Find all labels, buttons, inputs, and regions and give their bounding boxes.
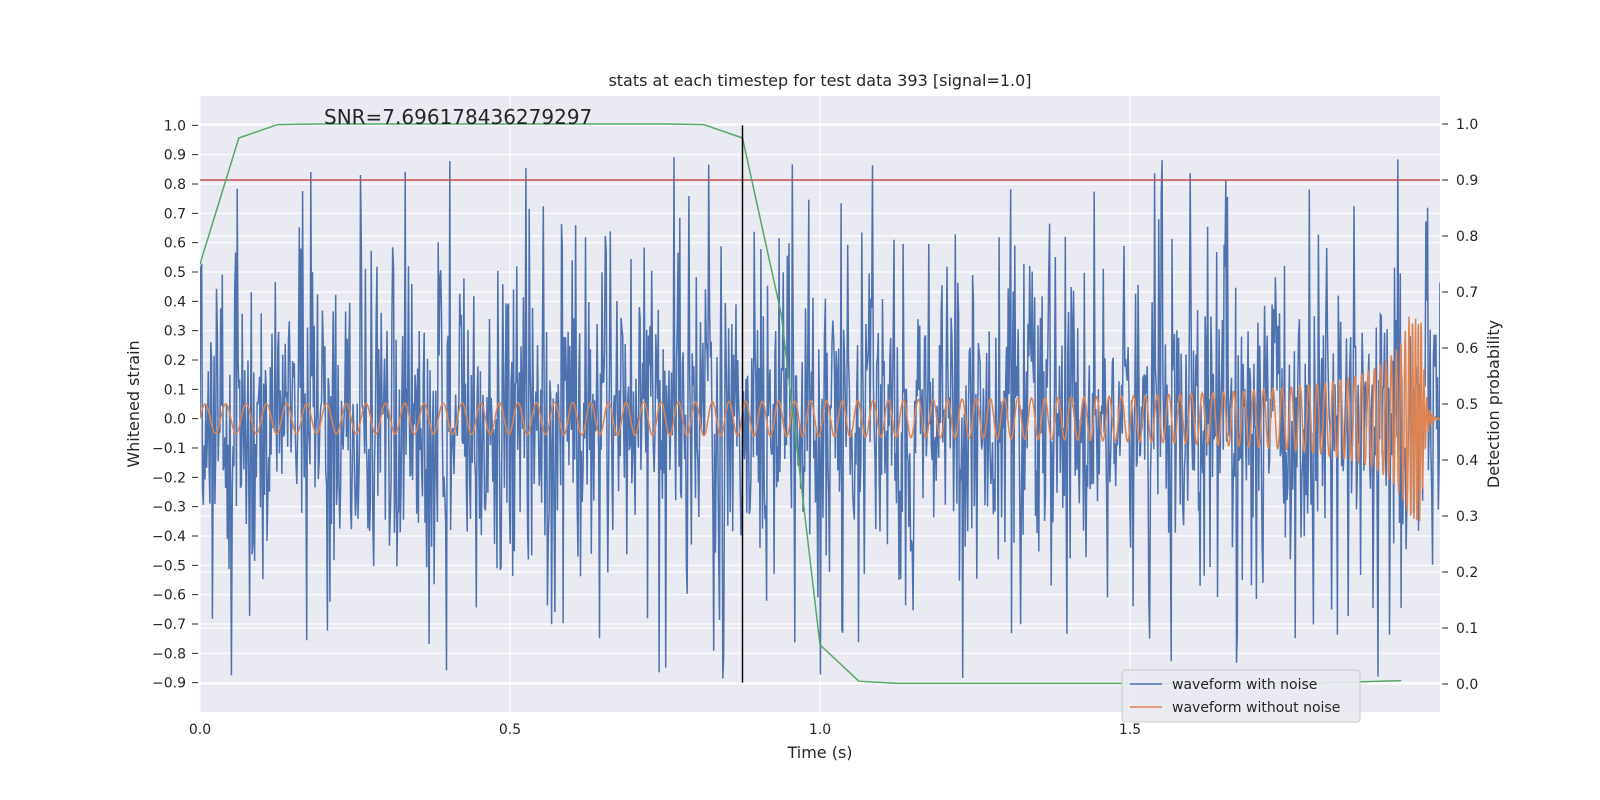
snr-annotation: SNR=7.696178436279297: [324, 105, 592, 129]
legend: waveform with noise waveform without noi…: [1121, 669, 1361, 723]
y-axis-label: Whitened strain: [124, 340, 143, 467]
chart-title: stats at each timestep for test data 393…: [608, 71, 1031, 90]
x-axis-ticks: 0.0 0.5 1.0 1.5: [189, 722, 1141, 738]
x-tick-label: 1.5: [1119, 722, 1141, 738]
y-tick-label: 0.4: [164, 294, 186, 310]
y-tick-label: 0.2: [164, 353, 186, 369]
x-tick-label: 0.5: [499, 722, 521, 738]
y2-tick-label: 0.0: [1456, 677, 1478, 693]
legend-label-noise: waveform with noise: [1172, 677, 1317, 693]
x-axis-label: Time (s): [786, 743, 852, 762]
y2-tick-label: 0.6: [1456, 341, 1478, 357]
x-tick-label: 1.0: [809, 722, 831, 738]
y-tick-label: −0.8: [152, 646, 186, 662]
y-tick-label: 0.1: [164, 382, 186, 398]
y2-axis-ticks: 0.0 0.1 0.2 0.3 0.4 0.5 0.6 0.7 0.8 0.9 1.0: [1442, 117, 1478, 693]
y-tick-label: −0.2: [152, 470, 186, 486]
legend-box: [1121, 669, 1361, 723]
series-waveform-without-noise: [200, 316, 1440, 522]
y-tick-label: 0.3: [164, 324, 186, 340]
legend-label-clean: waveform without noise: [1172, 700, 1340, 716]
y2-tick-label: 0.1: [1456, 621, 1478, 637]
y-tick-label: 0.6: [164, 236, 186, 252]
y-tick-label: −0.3: [152, 500, 186, 516]
series-waveform-with-noise: [200, 157, 1440, 679]
y2-tick-label: 0.7: [1456, 285, 1478, 301]
x-tick-label: 0.0: [189, 722, 211, 738]
y-tick-label: 0.7: [164, 206, 186, 222]
y-tick-label: −0.1: [152, 441, 186, 457]
y2-tick-label: 0.4: [1456, 453, 1478, 469]
y-tick-label: −0.6: [152, 588, 186, 604]
y2-tick-label: 0.5: [1456, 397, 1478, 413]
y-tick-label: −0.7: [152, 617, 186, 633]
y-axis-ticks: 1.0 0.9 0.8 0.7 0.6 0.5 0.4 0.3 0.2 0.1 0.0 −0.1 −0.…: [152, 118, 198, 692]
y2-tick-label: 1.0: [1456, 117, 1478, 133]
y2-tick-label: 0.8: [1456, 229, 1478, 245]
y-tick-label: 0.9: [164, 148, 186, 164]
y-tick-label: 0.5: [164, 265, 186, 281]
y-tick-label: −0.4: [152, 529, 186, 545]
y2-tick-label: 0.9: [1456, 173, 1478, 189]
y2-tick-label: 0.2: [1456, 565, 1478, 581]
y-tick-label: 0.0: [164, 412, 186, 428]
y2-axis-label: Detection probability: [1484, 320, 1503, 488]
y2-tick-label: 0.3: [1456, 509, 1478, 525]
y-tick-label: 0.8: [164, 177, 186, 193]
y-tick-label: −0.5: [152, 558, 186, 574]
y-tick-label: −0.9: [152, 676, 186, 692]
y-tick-label: 1.0: [164, 118, 186, 134]
